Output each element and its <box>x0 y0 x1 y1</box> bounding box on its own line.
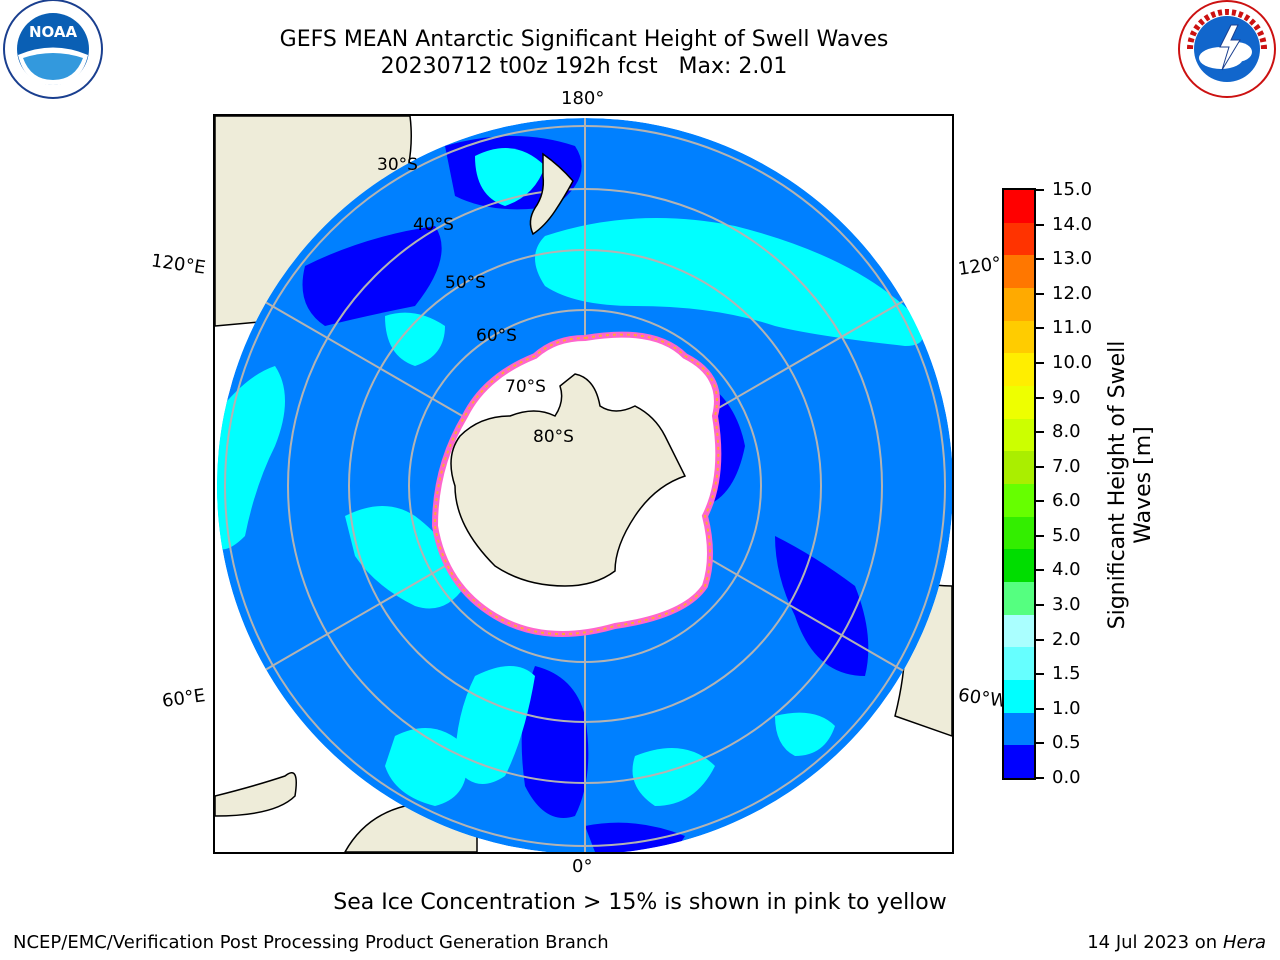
lon-label-0: 0° <box>572 856 593 877</box>
colorbar-segment <box>1004 189 1034 223</box>
colorbar-segment <box>1004 614 1034 648</box>
date-text: 14 Jul 2023 on Hera <box>1087 932 1266 953</box>
colorbar-tick-label: 1.0 <box>1052 697 1081 719</box>
colorbar-tick-label: 12.0 <box>1052 282 1093 304</box>
nws-logo <box>1178 0 1276 98</box>
colorbar-tick <box>1036 223 1044 226</box>
colorbar-segment <box>1004 744 1034 778</box>
chart-subtitle: 20230712 t00z 192h fcst Max: 2.01 <box>380 54 788 79</box>
colorbar-tick <box>1036 361 1044 364</box>
lon-label-120e: 120°E <box>149 250 207 279</box>
lat-label-50s: 50°S <box>445 273 486 293</box>
colorbar-segment <box>1004 222 1034 256</box>
colorbar-tick-label: 5.0 <box>1052 524 1081 546</box>
sea-ice-note: Sea Ice Concentration > 15% is shown in … <box>333 890 947 915</box>
colorbar-tick-label: 9.0 <box>1052 386 1081 408</box>
colorbar-segment <box>1004 450 1034 484</box>
colorbar-tick-label: 13.0 <box>1052 248 1093 270</box>
colorbar-tick <box>1036 431 1044 434</box>
colorbar-segment <box>1004 646 1034 680</box>
noaa-logo: NOAA <box>3 0 103 99</box>
colorbar-tick-label: 14.0 <box>1052 213 1093 235</box>
colorbar <box>1002 188 1036 780</box>
lat-label-70s: 70°S <box>505 377 546 397</box>
colorbar-label: Significant Height of Swell Waves [m] <box>1105 340 1156 630</box>
colorbar-tick <box>1036 258 1044 261</box>
lon-label-120w: 120° <box>956 253 1003 280</box>
colorbar-tick <box>1036 189 1044 191</box>
date-value: 14 Jul 2023 on <box>1087 932 1223 953</box>
land-antarctica <box>450 373 687 587</box>
land-madagascar <box>215 772 297 817</box>
colorbar-segment <box>1004 254 1034 288</box>
colorbar-tick <box>1036 777 1044 779</box>
colorbar-segment <box>1004 581 1034 615</box>
colorbar-tick <box>1036 534 1044 537</box>
colorbar-segment <box>1004 712 1034 746</box>
colorbar-segment <box>1004 679 1034 713</box>
colorbar-tick <box>1036 604 1044 607</box>
lon-label-180: 180° <box>561 88 605 109</box>
colorbar-tick-label: 8.0 <box>1052 421 1081 443</box>
chart-title: GEFS MEAN Antarctic Significant Height o… <box>279 27 889 52</box>
noaa-logo-text: NOAA <box>29 23 78 41</box>
colorbar-tick-label: 4.0 <box>1052 559 1081 581</box>
colorbar-tick <box>1036 673 1044 676</box>
colorbar-tick <box>1036 396 1044 399</box>
colorbar-tick-label: 15.0 <box>1052 179 1093 200</box>
colorbar-segment <box>1004 385 1034 419</box>
colorbar-tick <box>1036 742 1044 745</box>
colorbar-tick-label: 0.5 <box>1052 732 1081 754</box>
colorbar-segment <box>1004 418 1034 452</box>
colorbar-tick-label: 6.0 <box>1052 490 1081 512</box>
lat-label-40s: 40°S <box>413 215 454 235</box>
colorbar-segment <box>1004 320 1034 354</box>
colorbar-tick-label: 0.0 <box>1052 767 1081 788</box>
colorbar-tick <box>1036 292 1044 295</box>
colorbar-tick-label: 10.0 <box>1052 351 1093 373</box>
colorbar-tick-label: 2.0 <box>1052 628 1081 650</box>
colorbar-tick-label: 11.0 <box>1052 317 1093 339</box>
colorbar-tick <box>1036 569 1044 572</box>
machine-name: Hera <box>1222 932 1266 953</box>
colorbar-tick-label: 3.0 <box>1052 594 1081 616</box>
colorbar-segment <box>1004 483 1034 517</box>
lon-label-60e: 60°E <box>160 685 207 712</box>
colorbar-segment <box>1004 287 1034 321</box>
colorbar-tick-label: 1.5 <box>1052 663 1081 685</box>
land-new-zealand <box>529 152 574 236</box>
colorbar-tick <box>1036 500 1044 503</box>
colorbar-tick <box>1036 465 1044 468</box>
map-panel: 30°S 40°S 50°S 60°S 70°S 80°S <box>213 114 954 854</box>
lat-label-60s: 60°S <box>476 326 517 346</box>
colorbar-segment <box>1004 548 1034 582</box>
colorbar-segment <box>1004 516 1034 550</box>
colorbar-segment <box>1004 352 1034 386</box>
credit-text: NCEP/EMC/Verification Post Processing Pr… <box>13 932 609 953</box>
colorbar-tick <box>1036 327 1044 330</box>
polar-map: 30°S 40°S 50°S 60°S 70°S 80°S <box>215 116 952 852</box>
colorbar-tick <box>1036 707 1044 710</box>
lat-label-80s: 80°S <box>533 427 574 447</box>
lat-label-30s: 30°S <box>377 155 418 175</box>
colorbar-tick <box>1036 638 1044 641</box>
colorbar-tick-label: 7.0 <box>1052 455 1081 477</box>
